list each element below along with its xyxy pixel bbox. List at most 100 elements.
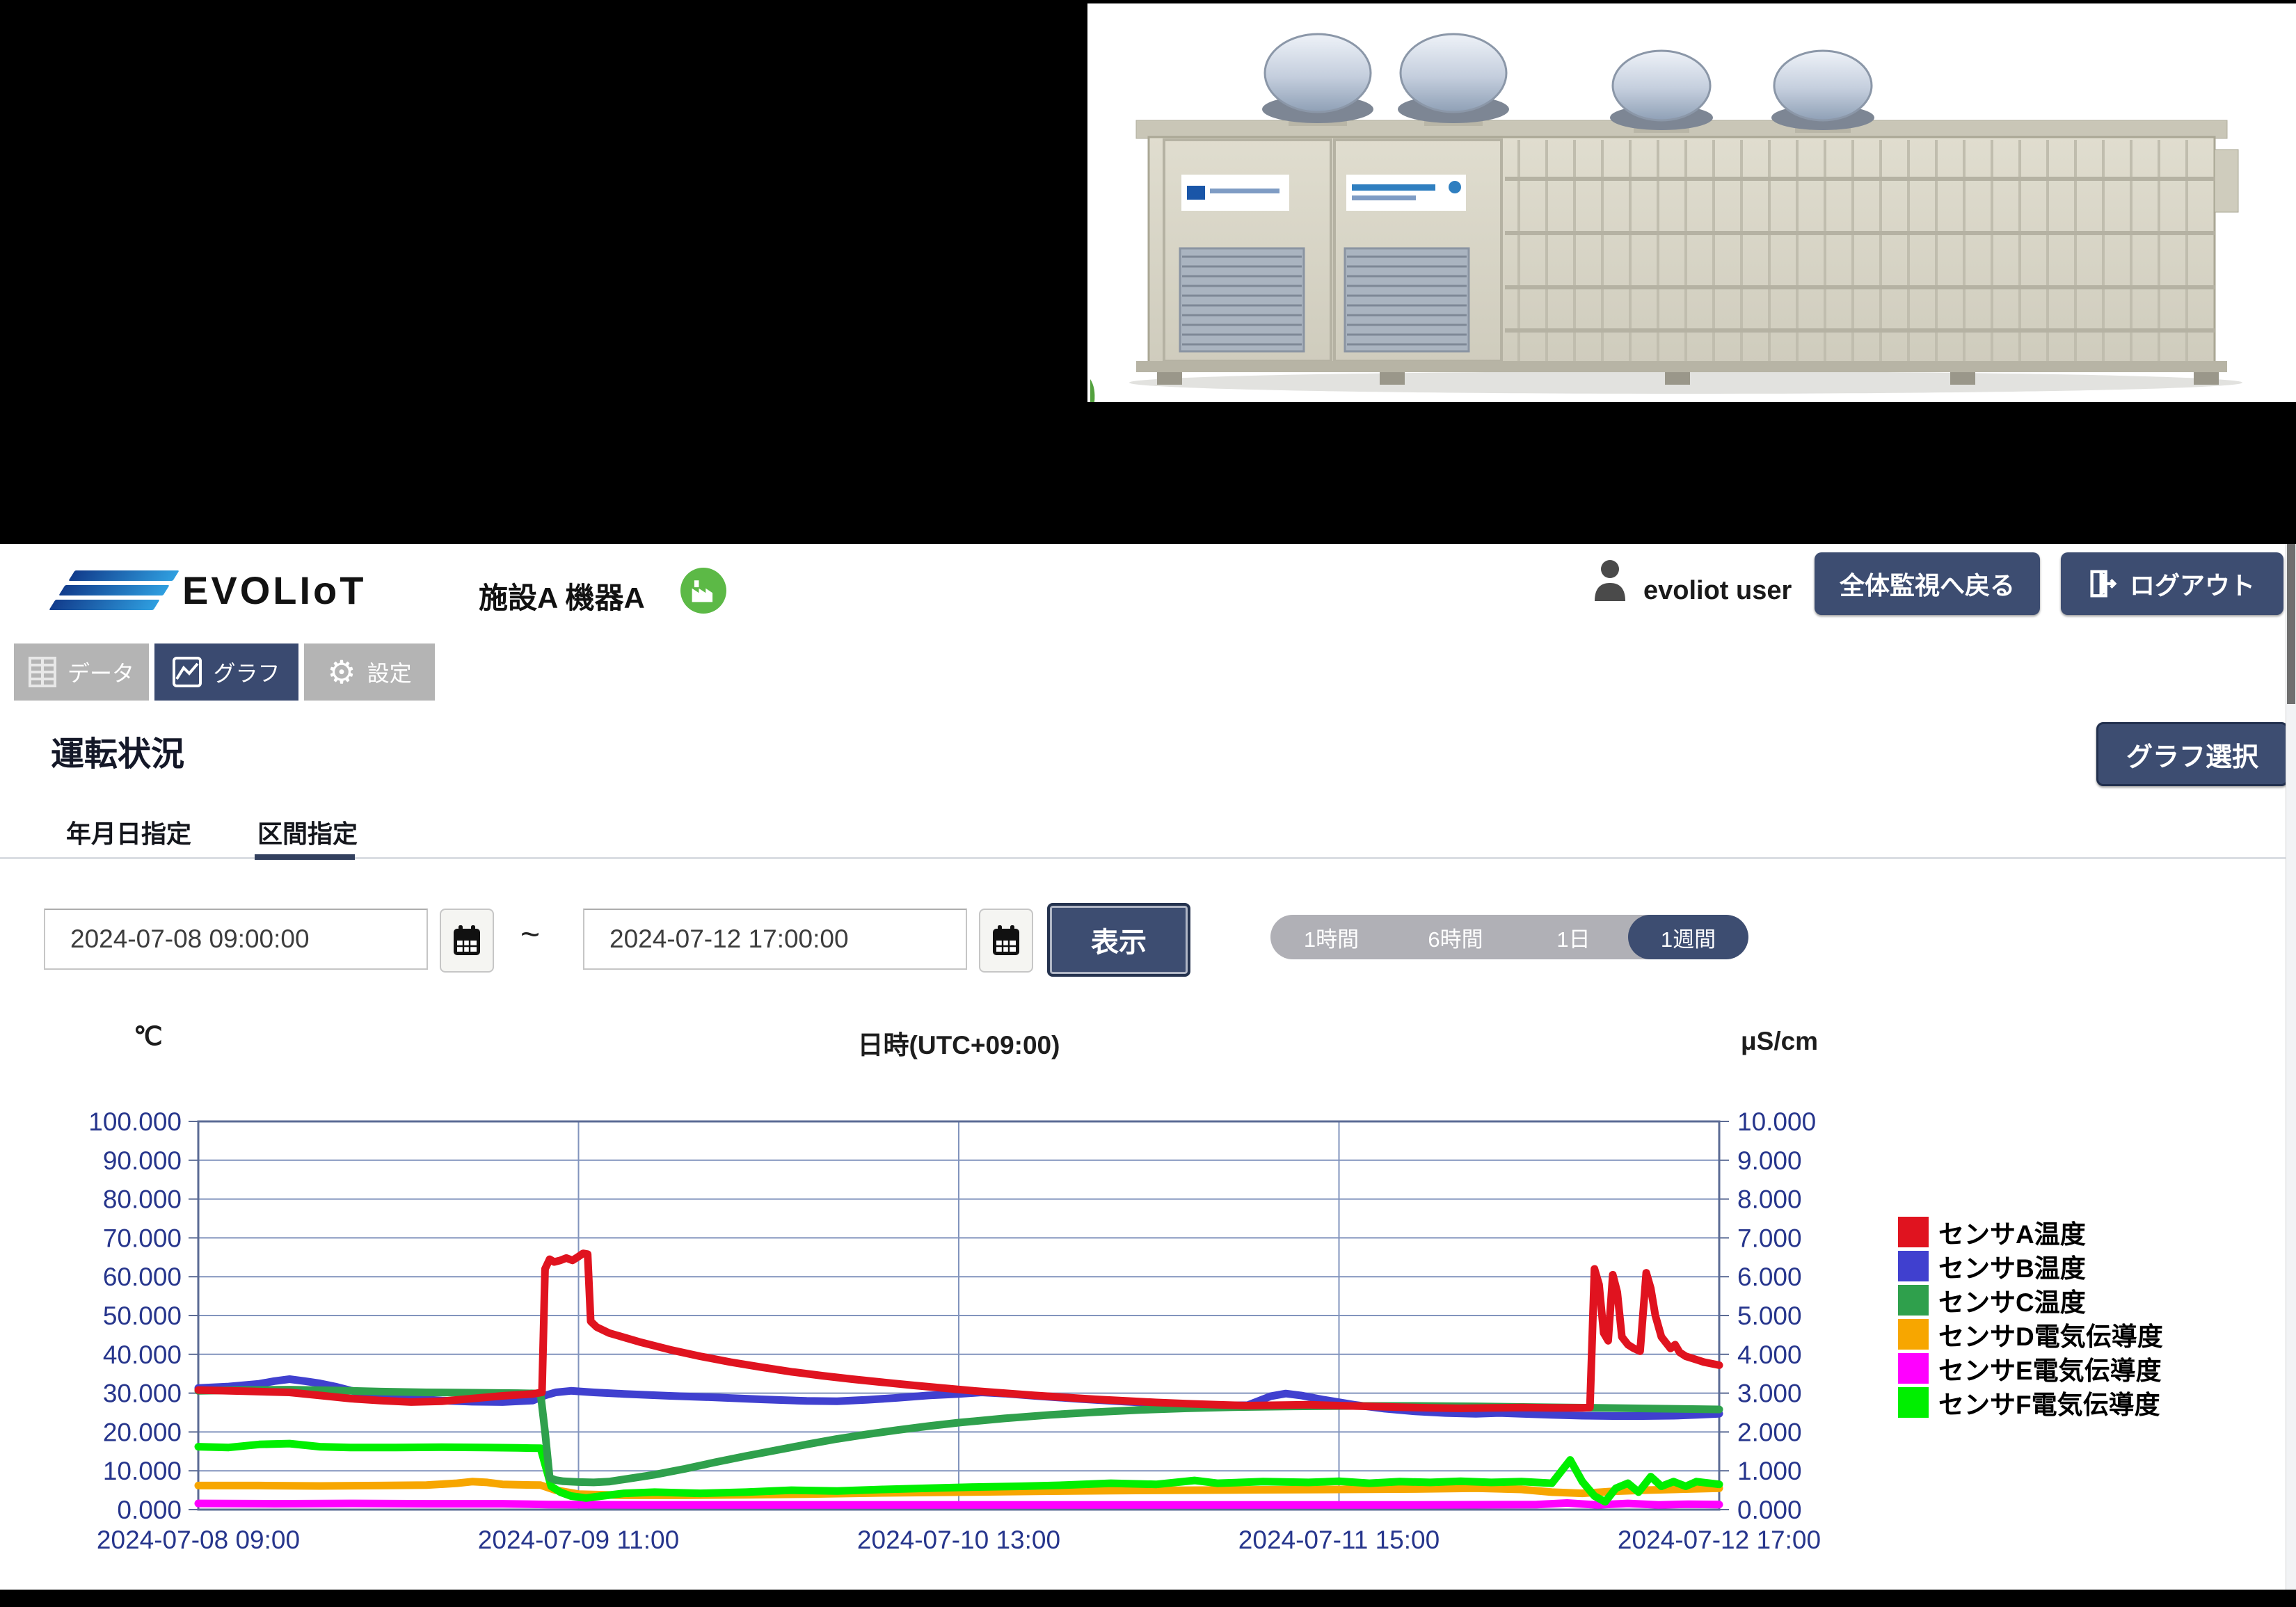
tab-graph[interactable]: グラフ xyxy=(154,643,298,701)
tab-data[interactable]: データ xyxy=(14,643,149,701)
app-panel: EVOLIoT 施設A 機器A evoliot user 全体監視へ戻る ログア… xyxy=(0,544,2296,1590)
cooling-unit-illustration xyxy=(1090,33,2242,402)
show-button-label: 表示 xyxy=(1091,927,1147,958)
legend-item: センサE電気伝導度 xyxy=(1898,1351,2163,1385)
legend-label: センサD電気伝導度 xyxy=(1938,1322,2163,1351)
start-calendar-button[interactable] xyxy=(440,909,494,973)
range-tilde: ~ xyxy=(520,916,541,953)
axis-tick-label: 100.000 xyxy=(88,1108,182,1136)
louver-vents xyxy=(1179,247,1470,353)
vertical-scrollbar[interactable] xyxy=(2286,544,2296,1590)
subtab-divider xyxy=(0,857,2286,859)
facility-device-title: 施設A 機器A xyxy=(479,582,645,614)
user-icon xyxy=(1591,559,1629,606)
axis-tick-label: 6.000 xyxy=(1737,1263,1802,1291)
axis-tick-label: 40.000 xyxy=(103,1341,182,1369)
legend-item: センサF電気伝導度 xyxy=(1898,1385,2163,1419)
gear-icon: ⚙ xyxy=(327,654,356,690)
legend-swatch xyxy=(1898,1318,1929,1350)
series-センサE電気伝導度 xyxy=(194,1499,1723,1509)
axis-tick-label: 2.000 xyxy=(1737,1418,1802,1446)
time-range-segments: 1時間 6時間 1日 1週間 xyxy=(1270,915,1748,959)
series-センサF電気伝導度 xyxy=(194,1439,1723,1506)
axis-tick-label: 9.000 xyxy=(1737,1146,1802,1175)
legend-item: センサB温度 xyxy=(1898,1249,2163,1283)
subtab-active-underline xyxy=(255,854,355,860)
legend-swatch xyxy=(1898,1250,1929,1281)
axis-tick-label: 80.000 xyxy=(103,1185,182,1214)
legend-label: センサC温度 xyxy=(1938,1288,2086,1317)
logout-button[interactable]: ログアウト xyxy=(2061,552,2283,615)
calendar-icon xyxy=(993,925,1019,955)
legend-item: センサC温度 xyxy=(1898,1283,2163,1317)
equipment-photo xyxy=(1087,3,2296,402)
logout-icon xyxy=(2089,569,2117,598)
axis-tick-label: 5.000 xyxy=(1737,1302,1802,1330)
tab-settings-label: 設定 xyxy=(367,661,412,686)
plant-leaf xyxy=(1090,379,1095,402)
subtab-interval[interactable]: 区間指定 xyxy=(257,820,358,848)
axis-tick-label: 2024-07-09 11:00 xyxy=(478,1526,679,1554)
subtab-date[interactable]: 年月日指定 xyxy=(66,820,192,848)
legend-item: センサA温度 xyxy=(1898,1215,2163,1249)
axis-tick-label: 0.000 xyxy=(117,1496,182,1524)
tab-data-label: データ xyxy=(67,661,134,686)
evoliot-logo-icon xyxy=(49,569,180,614)
brand-name: EVOLIoT xyxy=(182,568,367,612)
start-datetime-input[interactable] xyxy=(44,909,428,970)
axis-tick-label: 2024-07-11 15:00 xyxy=(1238,1526,1440,1554)
factory-icon xyxy=(680,568,726,614)
graph-select-button[interactable]: グラフ選択 xyxy=(2096,722,2288,786)
range-1day[interactable]: 1日 xyxy=(1556,927,1591,952)
back-to-overview-button[interactable]: 全体監視へ戻る xyxy=(1815,552,2040,615)
table-icon xyxy=(28,657,56,687)
axis-tick-label: 90.000 xyxy=(103,1146,182,1175)
axis-tick-label: 30.000 xyxy=(103,1380,182,1408)
x-axis-title: 日時(UTC+09:00) xyxy=(857,1031,1060,1060)
legend-label: センサB温度 xyxy=(1938,1254,2086,1283)
legend-swatch xyxy=(1898,1284,1929,1316)
range-1hour[interactable]: 1時間 xyxy=(1303,927,1360,952)
calendar-icon xyxy=(454,925,480,955)
graph-select-label: グラフ選択 xyxy=(2126,742,2258,772)
legend-item: センサD電気伝導度 xyxy=(1898,1317,2163,1351)
axis-tick-label: 2024-07-10 13:00 xyxy=(857,1526,1060,1554)
fan-domes xyxy=(1262,33,1874,133)
back-button-label: 全体監視へ戻る xyxy=(1839,571,2015,600)
range-1week[interactable]: 1週間 xyxy=(1628,915,1748,959)
axis-tick-label: 70.000 xyxy=(103,1224,182,1252)
show-button[interactable]: 表示 xyxy=(1047,903,1190,977)
legend-swatch xyxy=(1898,1386,1929,1418)
axis-tick-label: 1.000 xyxy=(1737,1457,1802,1485)
axis-tick-label: 2024-07-12 17:00 xyxy=(1618,1526,1821,1554)
legend-swatch xyxy=(1898,1216,1929,1247)
logout-button-label: ログアウト xyxy=(2129,571,2255,600)
legend-swatch xyxy=(1898,1352,1929,1384)
chart-icon xyxy=(173,657,202,687)
axis-tick-label: 2024-07-08 09:00 xyxy=(97,1526,300,1554)
equipment-brand-labels xyxy=(1181,175,1466,211)
tab-graph-label: グラフ xyxy=(213,661,280,686)
end-datetime-input[interactable] xyxy=(583,909,967,970)
chart-legend: センサA温度 センサB温度 センサC温度センサD電気伝導度 センサE電気伝導度センサF… xyxy=(1898,1215,2163,1419)
axis-tick-label: 3.000 xyxy=(1737,1380,1802,1408)
scrollbar-thumb[interactable] xyxy=(2287,544,2295,704)
axis-tick-label: 0.000 xyxy=(1737,1496,1802,1524)
axis-tick-label: 4.000 xyxy=(1737,1341,1802,1369)
series-センサA温度 xyxy=(194,1249,1723,1412)
legend-label: センサF電気伝導度 xyxy=(1938,1390,2160,1419)
axis-tick-label: 50.000 xyxy=(103,1302,182,1330)
right-axis-unit: μS/cm xyxy=(1741,1027,1819,1055)
axis-tick-label: 20.000 xyxy=(103,1418,182,1446)
user-name: evoliot user xyxy=(1643,576,1792,605)
range-6hours[interactable]: 6時間 xyxy=(1428,927,1483,952)
legend-label: センサA温度 xyxy=(1938,1220,2086,1249)
end-calendar-button[interactable] xyxy=(979,909,1033,973)
axis-tick-label: 10.000 xyxy=(103,1457,182,1485)
tab-settings[interactable]: ⚙ 設定 xyxy=(304,643,435,701)
line-chart: 100.000 90.000 80.000 70.000 60.000 50.000 40.… xyxy=(88,1108,1821,1554)
page-title: 運転状況 xyxy=(51,736,185,773)
axis-tick-label: 60.000 xyxy=(103,1263,182,1291)
axis-tick-label: 10.000 xyxy=(1737,1108,1816,1136)
